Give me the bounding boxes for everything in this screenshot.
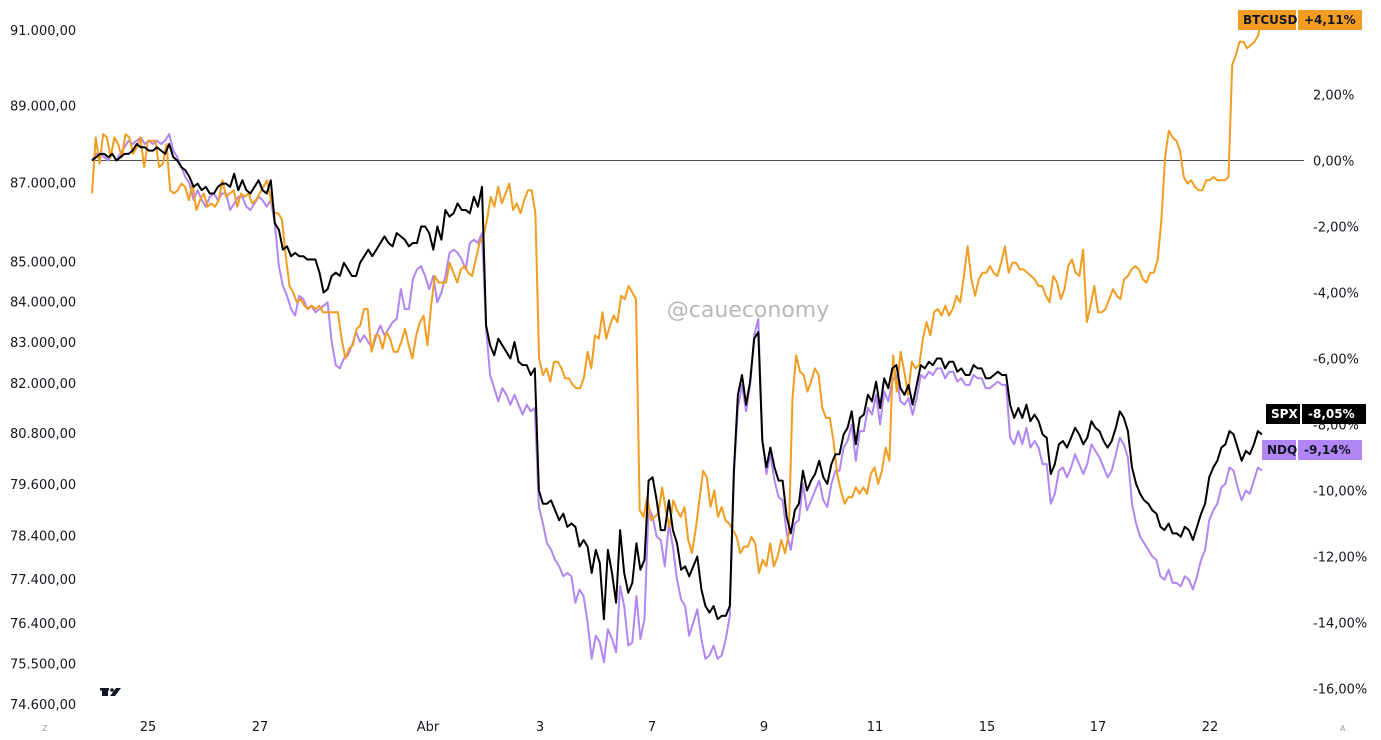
right-axis-tick: -6,00%: [1313, 353, 1359, 368]
left-axis-tick: 83.000,00: [10, 336, 76, 351]
left-axis-tick: 75.500,00: [10, 657, 76, 672]
tag-value-box: [1302, 404, 1366, 424]
tag-spx: SPX -8,05%: [1266, 404, 1366, 424]
tag-ndq: NDQ -9,14%: [1262, 440, 1362, 460]
tag-value-label: +4,11%: [1304, 13, 1356, 27]
right-axis-tick: -10,00%: [1313, 485, 1367, 500]
series-lines: [91, 11, 1263, 664]
right-axis-tick: -16,00%: [1313, 683, 1367, 698]
tag-name-label: BTCUSD: [1243, 13, 1298, 27]
x-axis-tick: 9: [760, 720, 768, 735]
series-line-spx: [91, 143, 1263, 621]
left-axis-tick: 84.000,00: [10, 295, 76, 310]
left-price-axis: 91.000,00 89.000,00 87.000,00 85.000,00 84.0…: [10, 24, 76, 713]
tag-value-label: -8,05%: [1308, 407, 1355, 421]
left-axis-tick: 89.000,00: [10, 99, 76, 114]
x-axis-tick: 25: [140, 720, 157, 735]
x-axis-tick: 11: [867, 720, 884, 735]
series-line-btcusd: [91, 11, 1263, 574]
right-axis-tick: 0,00%: [1313, 155, 1354, 170]
right-percent-axis: 2,00%0,00%-2,00%-4,00%-6,00%-8,00%-10,00…: [1313, 89, 1367, 698]
right-axis-tick: -4,00%: [1313, 287, 1359, 302]
x-axis-tick: 27: [252, 720, 269, 735]
left-axis-tick: 85.000,00: [10, 255, 76, 270]
tag-value-label: -9,14%: [1304, 443, 1351, 457]
left-axis-tick: 87.000,00: [10, 176, 76, 191]
tag-value-box: [1298, 10, 1362, 30]
x-axis-tick: 7: [648, 720, 656, 735]
right-axis-tick: -14,00%: [1313, 617, 1367, 632]
tag-name-label: NDQ: [1267, 443, 1297, 457]
left-axis-tick: 77.400,00: [10, 573, 76, 588]
tradingview-logo-icon: [100, 688, 121, 696]
tag-name-box: [1238, 10, 1296, 30]
tag-name-box: [1262, 440, 1296, 460]
right-axis-tick: -12,00%: [1313, 551, 1367, 566]
right-axis-tick: -2,00%: [1313, 221, 1359, 236]
left-axis-tick: 76.400,00: [10, 617, 76, 632]
time-axis: 25 27 Abr 3 7 9 11 15 17 22: [140, 720, 1219, 735]
left-axis-tick: 74.600,00: [10, 698, 76, 713]
tag-name-label: SPX: [1271, 407, 1298, 421]
left-axis-tick: 91.000,00: [10, 24, 76, 39]
left-axis-tick: 80.800,00: [10, 427, 76, 442]
tag-value-box: [1298, 440, 1362, 460]
series-line-ndq: [91, 133, 1263, 664]
tag-btcusd: BTCUSD +4,11%: [1238, 10, 1362, 30]
x-axis-tick: 15: [979, 720, 996, 735]
right-axis-tick: 2,00%: [1313, 89, 1354, 104]
watermark: @caueconomy: [667, 298, 829, 323]
x-axis-tick: 17: [1090, 720, 1107, 735]
tag-name-box: [1266, 404, 1300, 424]
left-axis-tick: 79.600,00: [10, 478, 76, 493]
x-axis-tick: 22: [1202, 720, 1219, 735]
corner-right-label: A: [1340, 724, 1346, 733]
left-axis-tick: 78.400,00: [10, 529, 76, 544]
left-axis-tick: 82.000,00: [10, 377, 76, 392]
x-axis-tick: 3: [536, 720, 544, 735]
corner-left-label: Z: [42, 724, 48, 733]
series-tags: BTCUSD +4,11% SPX -8,05% NDQ -9,14%: [1238, 10, 1366, 460]
x-axis-tick: Abr: [417, 720, 440, 735]
